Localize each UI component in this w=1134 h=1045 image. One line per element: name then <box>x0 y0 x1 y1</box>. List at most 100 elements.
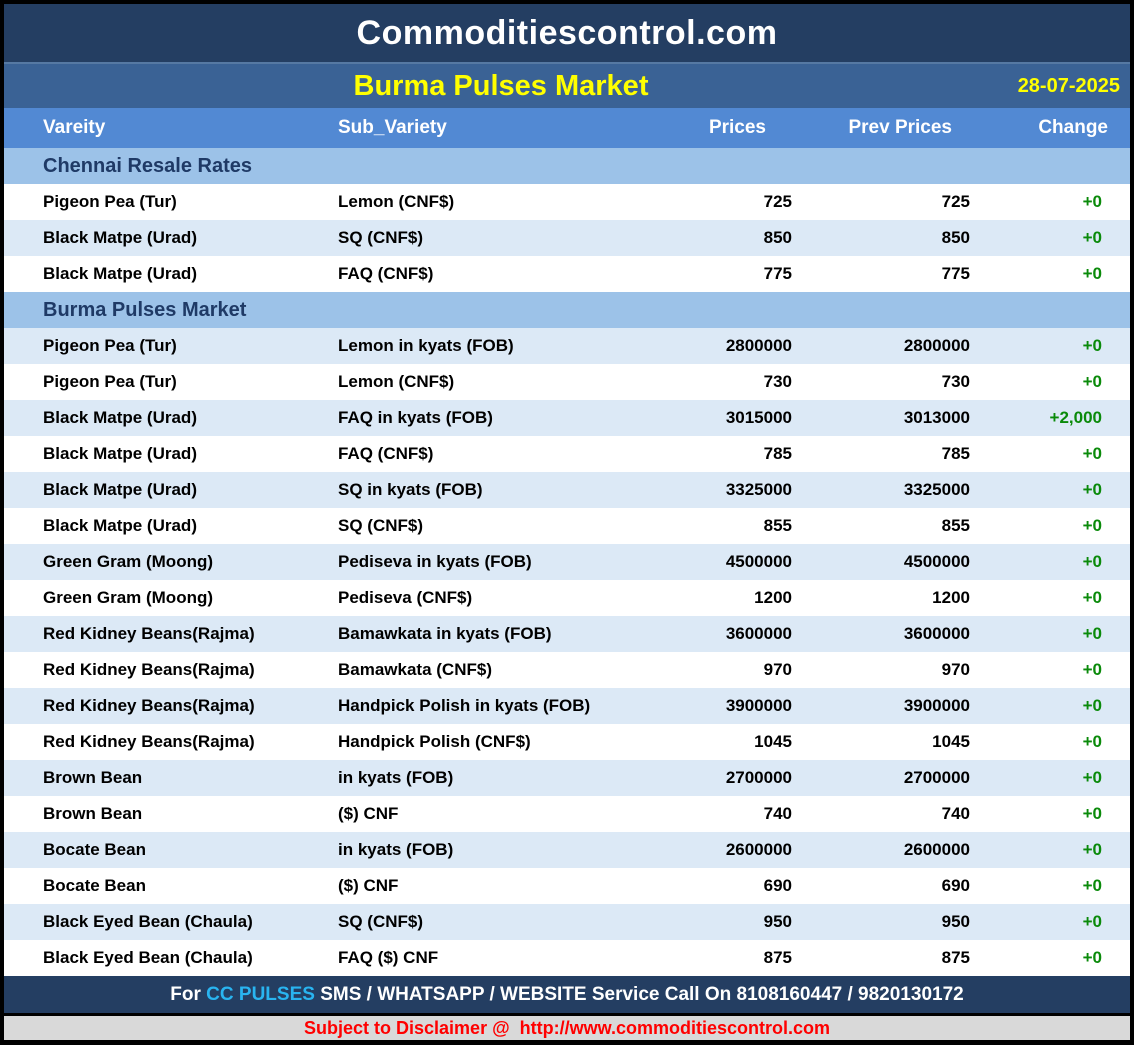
column-header-sub-variety: Sub_Variety <box>338 117 447 138</box>
price-cell: 3015000 <box>725 408 792 427</box>
table-row: Red Kidney Beans(Rajma) Handpick Polish (… <box>4 724 1130 760</box>
change-cell: +0 <box>1082 480 1102 499</box>
site-title-bar: Commoditiescontrol.com <box>4 4 1130 62</box>
report-document: Commoditiescontrol.com Burma Pulses Mark… <box>4 4 1130 1040</box>
table-row: Pigeon Pea (Tur) Lemon (CNF$) 725 725 +0 <box>4 184 1130 220</box>
price-cell: 2600000 <box>725 840 792 859</box>
change-cell: +0 <box>1082 444 1102 463</box>
table-row: Black Matpe (Urad) SQ (CNF$) 855 855 +0 <box>4 508 1130 544</box>
sub-variety-cell: Bamawkata (CNF$) <box>338 660 492 679</box>
report-title-bar: Burma Pulses Market 28-07-2025 <box>4 62 1130 108</box>
price-cell: 775 <box>763 264 792 283</box>
disclaimer-link[interactable]: http://www.commoditiescontrol.com <box>519 1017 830 1038</box>
price-cell: 740 <box>763 804 792 823</box>
sub-variety-cell: ($) CNF <box>338 876 399 895</box>
variety-cell: Bocate Bean <box>43 840 146 859</box>
prev-price-cell: 855 <box>941 516 970 535</box>
sub-variety-cell: Lemon (CNF$) <box>338 372 455 391</box>
change-cell: +0 <box>1082 516 1102 535</box>
site-title: Commoditiescontrol.com <box>356 13 778 52</box>
price-cell: 3600000 <box>725 624 792 643</box>
table-row: Red Kidney Beans(Rajma) Handpick Polish i… <box>4 688 1130 724</box>
table-body: Chennai Resale Rates Pigeon Pea (Tur) Lemo… <box>4 148 1130 976</box>
sub-variety-cell: SQ (CNF$) <box>338 228 423 247</box>
change-cell: +0 <box>1082 840 1102 859</box>
prev-price-cell: 950 <box>941 912 970 931</box>
prev-price-cell: 2600000 <box>903 840 970 859</box>
price-cell: 785 <box>763 444 792 463</box>
variety-cell: Black Eyed Bean (Chaula) <box>43 912 253 931</box>
change-cell: +0 <box>1082 732 1102 751</box>
variety-cell: Black Eyed Bean (Chaula) <box>43 948 253 967</box>
table-row: Brown Bean ($) CNF 740 740 +0 <box>4 796 1130 832</box>
column-header-prices: Prices <box>708 117 766 138</box>
table-row: Black Eyed Bean (Chaula) SQ (CNF$) 950 950 +… <box>4 904 1130 940</box>
contact-text-prefix: For <box>170 983 207 1005</box>
price-cell: 950 <box>763 912 792 931</box>
table-row: Black Matpe (Urad) SQ in kyats (FOB) 33250… <box>4 472 1130 508</box>
variety-cell: Bocate Bean <box>43 876 146 895</box>
variety-cell: Black Matpe (Urad) <box>43 516 197 535</box>
variety-cell: Green Gram (Moong) <box>43 588 214 607</box>
prev-price-cell: 970 <box>941 660 970 679</box>
price-cell: 3325000 <box>725 480 792 499</box>
change-cell: +0 <box>1082 192 1102 211</box>
price-cell: 725 <box>763 192 792 211</box>
table-row: Black Matpe (Urad) FAQ in kyats (FOB) 3015… <box>4 400 1130 436</box>
sub-variety-cell: SQ in kyats (FOB) <box>338 480 483 499</box>
prev-price-cell: 3900000 <box>903 696 970 715</box>
sub-variety-cell: Handpick Polish in kyats (FOB) <box>338 696 591 715</box>
prev-price-cell: 875 <box>941 948 970 967</box>
report-title: Burma Pulses Market <box>353 69 649 102</box>
change-cell: +0 <box>1082 228 1102 247</box>
table-row: Green Gram (Moong) Pediseva in kyats (FOB… <box>4 544 1130 580</box>
section-header-row: Burma Pulses Market <box>4 292 1130 328</box>
sub-variety-cell: Lemon (CNF$) <box>338 192 455 211</box>
sub-variety-cell: ($) CNF <box>338 804 399 823</box>
sub-variety-cell: Pediseva in kyats (FOB) <box>338 552 532 571</box>
change-cell: +0 <box>1082 264 1102 283</box>
price-cell: 2700000 <box>725 768 792 787</box>
variety-cell: Red Kidney Beans(Rajma) <box>43 696 255 715</box>
sub-variety-cell: SQ (CNF$) <box>338 912 423 931</box>
price-cell: 855 <box>763 516 792 535</box>
contact-service-name: CC PULSES <box>206 983 315 1005</box>
sub-variety-cell: Lemon in kyats (FOB) <box>338 336 514 355</box>
table-row: Bocate Bean in kyats (FOB) 2600000 2600000 +… <box>4 832 1130 868</box>
table-row: Green Gram (Moong) Pediseva (CNF$) 1200 120… <box>4 580 1130 616</box>
prev-price-cell: 785 <box>941 444 970 463</box>
sub-variety-cell: in kyats (FOB) <box>338 768 454 787</box>
footer-divider <box>4 1013 1130 1016</box>
sub-variety-cell: FAQ (CNF$) <box>338 444 434 463</box>
prev-price-cell: 3600000 <box>903 624 970 643</box>
sub-variety-cell: FAQ (CNF$) <box>338 264 434 283</box>
price-cell: 730 <box>763 372 792 391</box>
price-cell: 1045 <box>754 732 792 751</box>
price-cell: 3900000 <box>725 696 792 715</box>
sub-variety-cell: in kyats (FOB) <box>338 840 454 859</box>
variety-cell: Green Gram (Moong) <box>43 552 214 571</box>
change-cell: +0 <box>1082 876 1102 895</box>
variety-cell: Black Matpe (Urad) <box>43 228 197 247</box>
column-header-row: Vareity Sub_Variety Prices Prev Prices C… <box>4 108 1130 148</box>
variety-cell: Black Matpe (Urad) <box>43 264 197 283</box>
price-cell: 875 <box>763 948 792 967</box>
sub-variety-cell: FAQ ($) CNF <box>338 948 439 967</box>
variety-cell: Red Kidney Beans(Rajma) <box>43 732 255 751</box>
table-row: Brown Bean in kyats (FOB) 2700000 2700000 +0 <box>4 760 1130 796</box>
prev-price-cell: 775 <box>941 264 970 283</box>
change-cell: +0 <box>1082 588 1102 607</box>
table-row: Black Matpe (Urad) SQ (CNF$) 850 850 +0 <box>4 220 1130 256</box>
sub-variety-cell: Handpick Polish (CNF$) <box>338 732 531 751</box>
prev-price-cell: 725 <box>941 192 970 211</box>
contact-text-rest: SMS / WHATSAPP / WEBSITE Service Call On… <box>314 983 964 1005</box>
price-cell: 850 <box>763 228 792 247</box>
change-cell: +0 <box>1082 948 1102 967</box>
column-header-prev-prices: Prev Prices <box>848 117 952 138</box>
change-cell: +0 <box>1082 912 1102 931</box>
price-cell: 970 <box>763 660 792 679</box>
prev-price-cell: 690 <box>941 876 970 895</box>
prev-price-cell: 4500000 <box>903 552 970 571</box>
variety-cell: Pigeon Pea (Tur) <box>43 336 177 355</box>
